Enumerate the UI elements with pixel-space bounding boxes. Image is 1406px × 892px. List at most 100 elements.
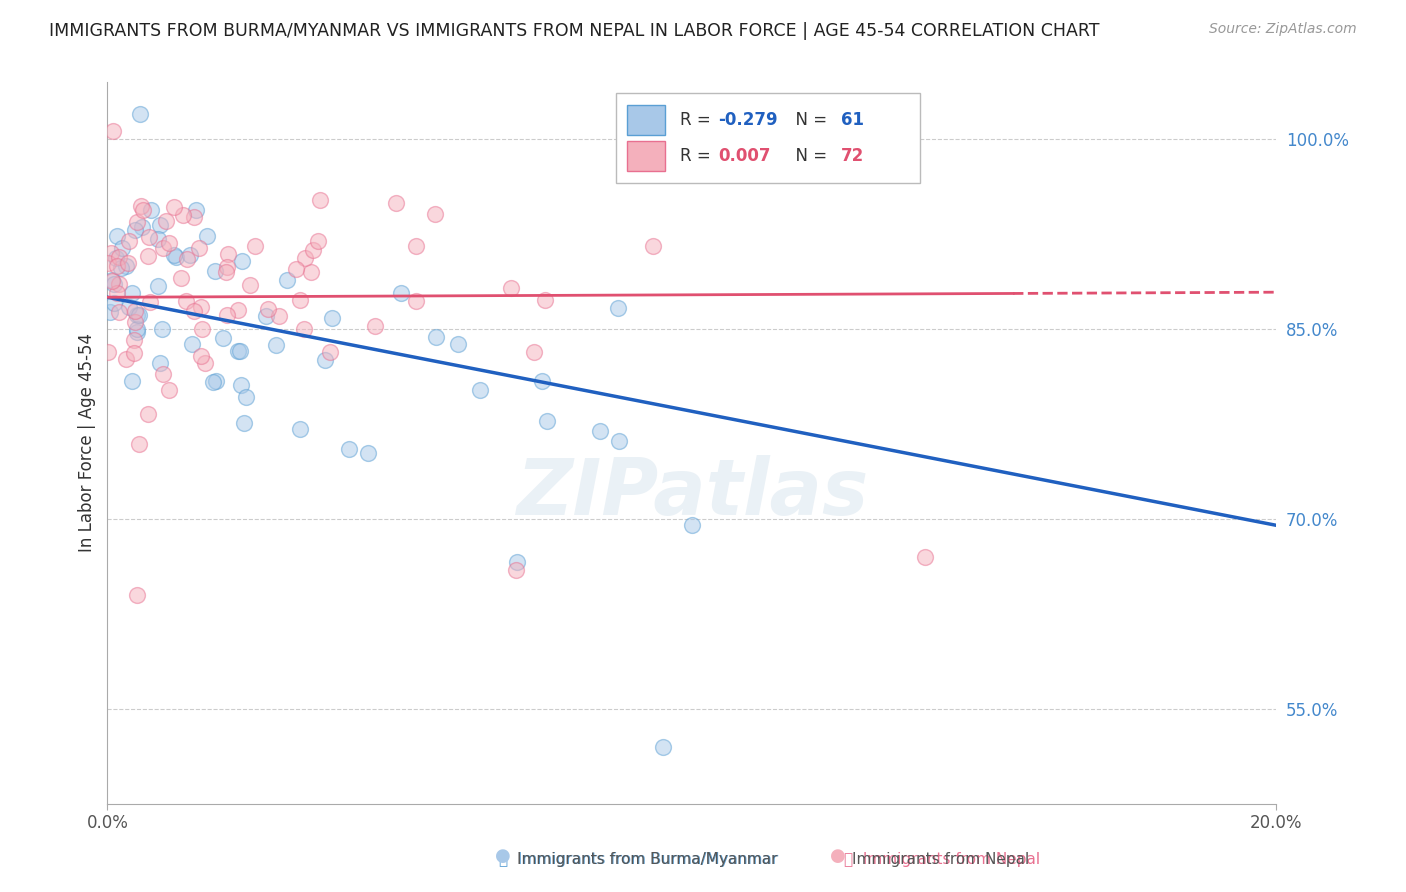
Point <box>212 331 235 345</box>
Point <box>183 210 205 224</box>
Point <box>523 345 546 359</box>
Point <box>607 434 630 448</box>
Point <box>194 356 217 370</box>
Point <box>170 270 193 285</box>
Point <box>132 202 155 217</box>
Point <box>115 259 138 273</box>
Text: ⬜  Immigrants from Nepal: ⬜ Immigrants from Nepal <box>844 852 1039 867</box>
Point <box>357 446 380 460</box>
Point <box>105 229 128 244</box>
Point <box>146 232 169 246</box>
Point <box>423 206 446 220</box>
Point <box>122 333 145 347</box>
Point <box>187 241 209 255</box>
Y-axis label: In Labor Force | Age 45-54: In Labor Force | Age 45-54 <box>79 334 96 552</box>
Point <box>97 344 120 359</box>
Point <box>124 223 146 237</box>
Point <box>101 124 124 138</box>
Point <box>181 336 204 351</box>
Point <box>125 588 148 602</box>
Point <box>681 518 703 533</box>
Point <box>101 273 124 287</box>
Point <box>97 256 120 270</box>
Point <box>254 309 277 323</box>
Text: 0.007: 0.007 <box>718 147 770 165</box>
Point <box>114 352 136 367</box>
Text: Immigrants from Nepal: Immigrants from Nepal <box>852 852 1029 867</box>
Point <box>138 295 160 310</box>
Point <box>129 106 152 120</box>
Point <box>121 285 143 300</box>
Point <box>264 338 287 352</box>
Text: Immigrants from Burma/Myanmar: Immigrants from Burma/Myanmar <box>517 852 778 867</box>
Point <box>228 343 250 358</box>
Point <box>405 294 427 309</box>
Point <box>163 200 186 214</box>
Point <box>124 315 146 329</box>
Point <box>121 374 143 388</box>
Point <box>128 436 150 450</box>
Point <box>139 203 162 218</box>
Point <box>385 195 408 210</box>
Point <box>125 309 148 323</box>
Point <box>155 214 177 228</box>
Bar <box>627 141 665 171</box>
Point <box>425 330 447 344</box>
Point <box>100 246 122 260</box>
Point <box>191 322 214 336</box>
Text: -0.279: -0.279 <box>718 112 779 129</box>
Point <box>505 563 527 577</box>
Point <box>302 243 325 257</box>
Text: R =: R = <box>681 112 716 129</box>
Point <box>149 356 172 370</box>
Point <box>299 265 322 279</box>
Point <box>389 285 412 300</box>
Point <box>499 281 522 295</box>
Point <box>204 264 226 278</box>
Point <box>117 256 139 270</box>
Point <box>217 260 239 274</box>
Point <box>364 319 387 334</box>
Text: IMMIGRANTS FROM BURMA/MYANMAR VS IMMIGRANTS FROM NEPAL IN LABOR FORCE | AGE 45-5: IMMIGRANTS FROM BURMA/MYANMAR VS IMMIGRA… <box>49 22 1099 40</box>
Point <box>111 241 134 255</box>
Point <box>589 424 612 438</box>
Point <box>215 308 238 322</box>
Point <box>914 549 936 564</box>
Point <box>290 293 312 307</box>
Point <box>405 239 427 253</box>
Point <box>217 247 239 261</box>
Point <box>124 303 146 318</box>
Point <box>165 250 187 264</box>
Point <box>138 230 160 244</box>
Point <box>172 208 194 222</box>
Point <box>226 303 249 318</box>
Point <box>174 294 197 309</box>
Point <box>534 293 557 307</box>
Point <box>105 252 128 266</box>
Point <box>105 285 128 300</box>
Point <box>231 254 253 268</box>
Text: 61: 61 <box>841 112 865 129</box>
Point <box>152 241 174 255</box>
Point <box>127 322 149 336</box>
Point <box>229 377 252 392</box>
Point <box>125 325 148 339</box>
Point <box>195 229 218 244</box>
Text: N =: N = <box>785 112 832 129</box>
Point <box>257 301 280 316</box>
Point <box>294 251 316 265</box>
Point <box>118 300 141 314</box>
Point <box>157 236 180 251</box>
Point <box>337 442 360 456</box>
Point <box>108 250 131 264</box>
Point <box>190 300 212 314</box>
Point <box>103 296 125 310</box>
Point <box>506 555 529 569</box>
Point <box>215 265 238 279</box>
Point <box>108 277 131 292</box>
Point <box>651 739 673 754</box>
Text: ⬜  Immigrants from Burma/Myanmar: ⬜ Immigrants from Burma/Myanmar <box>499 852 779 867</box>
Text: N =: N = <box>785 147 832 165</box>
Point <box>233 416 256 430</box>
Point <box>179 248 201 262</box>
